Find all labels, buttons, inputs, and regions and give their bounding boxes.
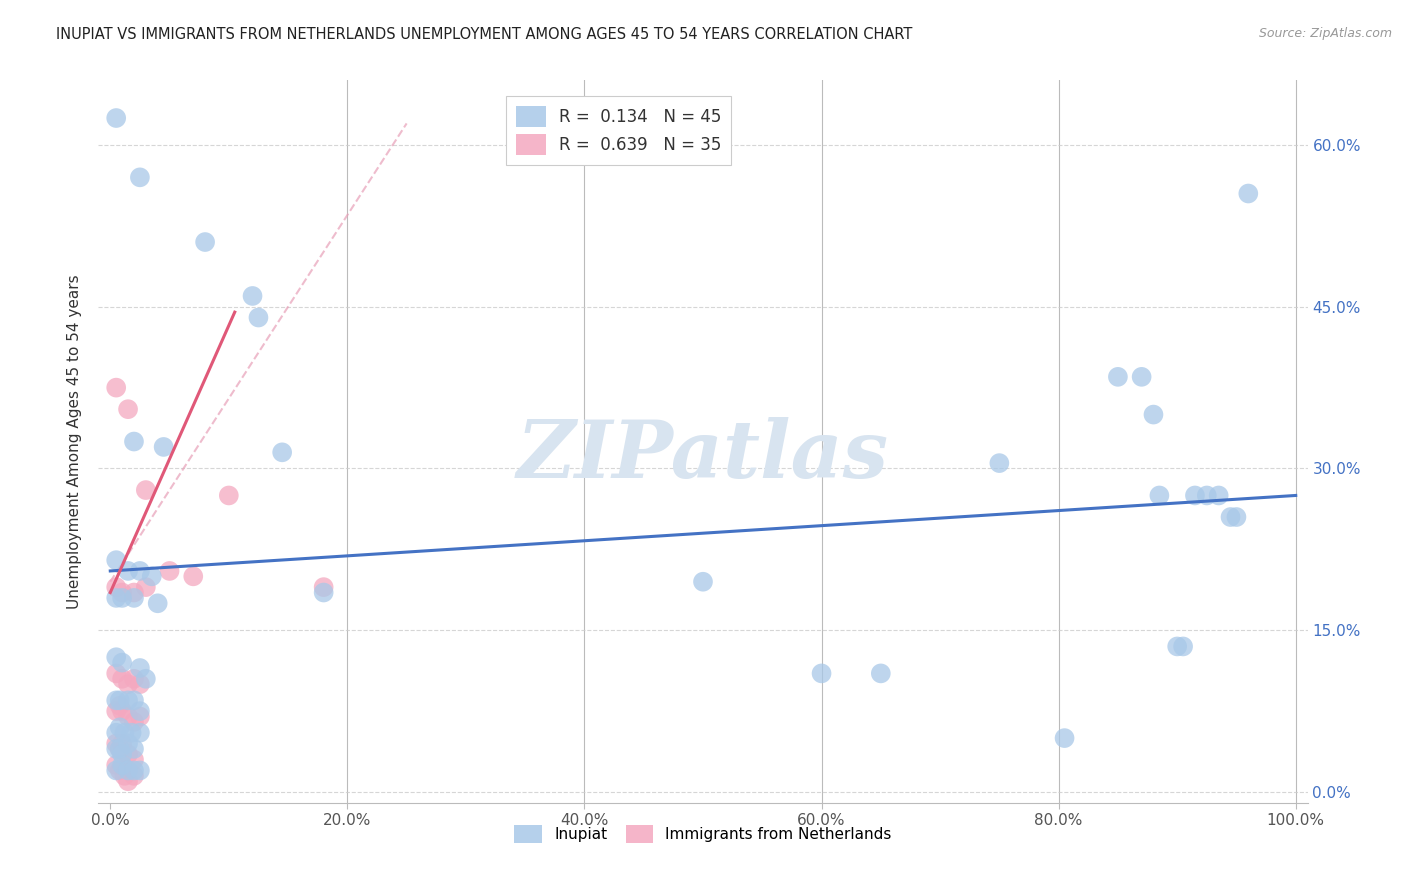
Point [122,434,145,449]
Text: INUPIAT VS IMMIGRANTS FROM NETHERLANDS UNEMPLOYMENT AMONG AGES 45 TO 54 YEARS CO: INUPIAT VS IMMIGRANTS FROM NETHERLANDS U… [56,27,912,42]
Point [810,666,832,681]
Point [1130,369,1153,384]
Point [869,666,891,681]
Point [105,666,128,681]
Point [1166,640,1188,654]
Point [108,742,131,756]
Point [108,720,131,734]
Point [105,725,128,739]
Point [117,564,139,578]
Point [247,310,270,325]
Y-axis label: Unemployment Among Ages 45 to 54 years: Unemployment Among Ages 45 to 54 years [67,274,83,609]
Point [122,742,145,756]
Point [159,564,181,578]
Point [117,774,139,789]
Point [105,591,128,605]
Point [146,596,169,610]
Point [122,693,145,707]
Point [111,585,134,599]
Point [117,747,139,762]
Point [114,725,136,739]
Point [135,580,157,594]
Point [108,693,131,707]
Point [117,764,139,778]
Point [105,764,128,778]
Point [117,677,139,691]
Point [129,677,152,691]
Point [312,585,335,599]
Text: ZIPatlas: ZIPatlas [517,417,889,495]
Point [105,381,128,395]
Point [111,656,134,670]
Point [111,758,134,772]
Point [108,764,131,778]
Point [181,569,204,583]
Point [105,742,128,756]
Point [122,764,145,778]
Point [988,456,1011,470]
Point [218,488,240,502]
Point [129,170,152,185]
Point [1237,186,1260,201]
Point [271,445,294,459]
Point [312,580,335,594]
Point [1171,640,1194,654]
Point [111,591,134,605]
Point [1184,488,1206,502]
Point [108,742,131,756]
Point [114,769,136,783]
Point [105,758,128,772]
Point [1219,510,1241,524]
Point [105,704,128,718]
Point [122,591,145,605]
Point [129,661,152,675]
Point [141,569,163,583]
Text: Source: ZipAtlas.com: Source: ZipAtlas.com [1258,27,1392,40]
Point [242,289,264,303]
Point [122,769,145,783]
Legend: Inupiat, Immigrants from Netherlands: Inupiat, Immigrants from Netherlands [508,819,898,849]
Point [117,737,139,751]
Point [117,402,139,417]
Point [111,747,134,762]
Point [105,580,128,594]
Point [129,709,152,723]
Point [1208,488,1230,502]
Point [108,698,131,713]
Point [122,753,145,767]
Point [111,737,134,751]
Point [1225,510,1247,524]
Point [122,672,145,686]
Point [135,483,157,497]
Point [122,585,145,599]
Point [111,704,134,718]
Point [105,693,128,707]
Point [1053,731,1076,745]
Point [129,725,152,739]
Point [1149,488,1171,502]
Point [1195,488,1218,502]
Point [152,440,174,454]
Point [105,650,128,665]
Point [105,553,128,567]
Point [1142,408,1164,422]
Point [692,574,714,589]
Point [129,704,152,718]
Point [105,737,128,751]
Point [117,693,139,707]
Point [135,672,157,686]
Point [122,714,145,729]
Point [1107,369,1129,384]
Point [129,764,152,778]
Point [194,235,217,249]
Point [117,709,139,723]
Point [111,672,134,686]
Point [105,111,128,125]
Point [121,725,143,739]
Point [129,564,152,578]
